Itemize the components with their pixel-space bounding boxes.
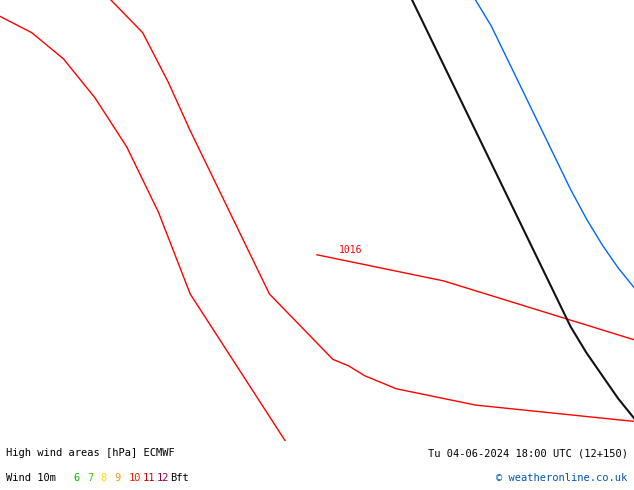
Text: Bft: Bft [171, 473, 190, 483]
Text: Wind 10m: Wind 10m [6, 473, 56, 483]
Text: 10: 10 [129, 473, 141, 483]
Text: 6: 6 [73, 473, 79, 483]
Text: © weatheronline.co.uk: © weatheronline.co.uk [496, 473, 628, 483]
Text: 9: 9 [115, 473, 121, 483]
Text: 11: 11 [143, 473, 155, 483]
Text: 8: 8 [101, 473, 107, 483]
Text: Tu 04-06-2024 18:00 UTC (12+150): Tu 04-06-2024 18:00 UTC (12+150) [428, 448, 628, 458]
Text: High wind areas [hPa] ECMWF: High wind areas [hPa] ECMWF [6, 448, 175, 458]
Text: 12: 12 [157, 473, 169, 483]
Text: 7: 7 [87, 473, 93, 483]
Text: 1016: 1016 [339, 245, 363, 255]
